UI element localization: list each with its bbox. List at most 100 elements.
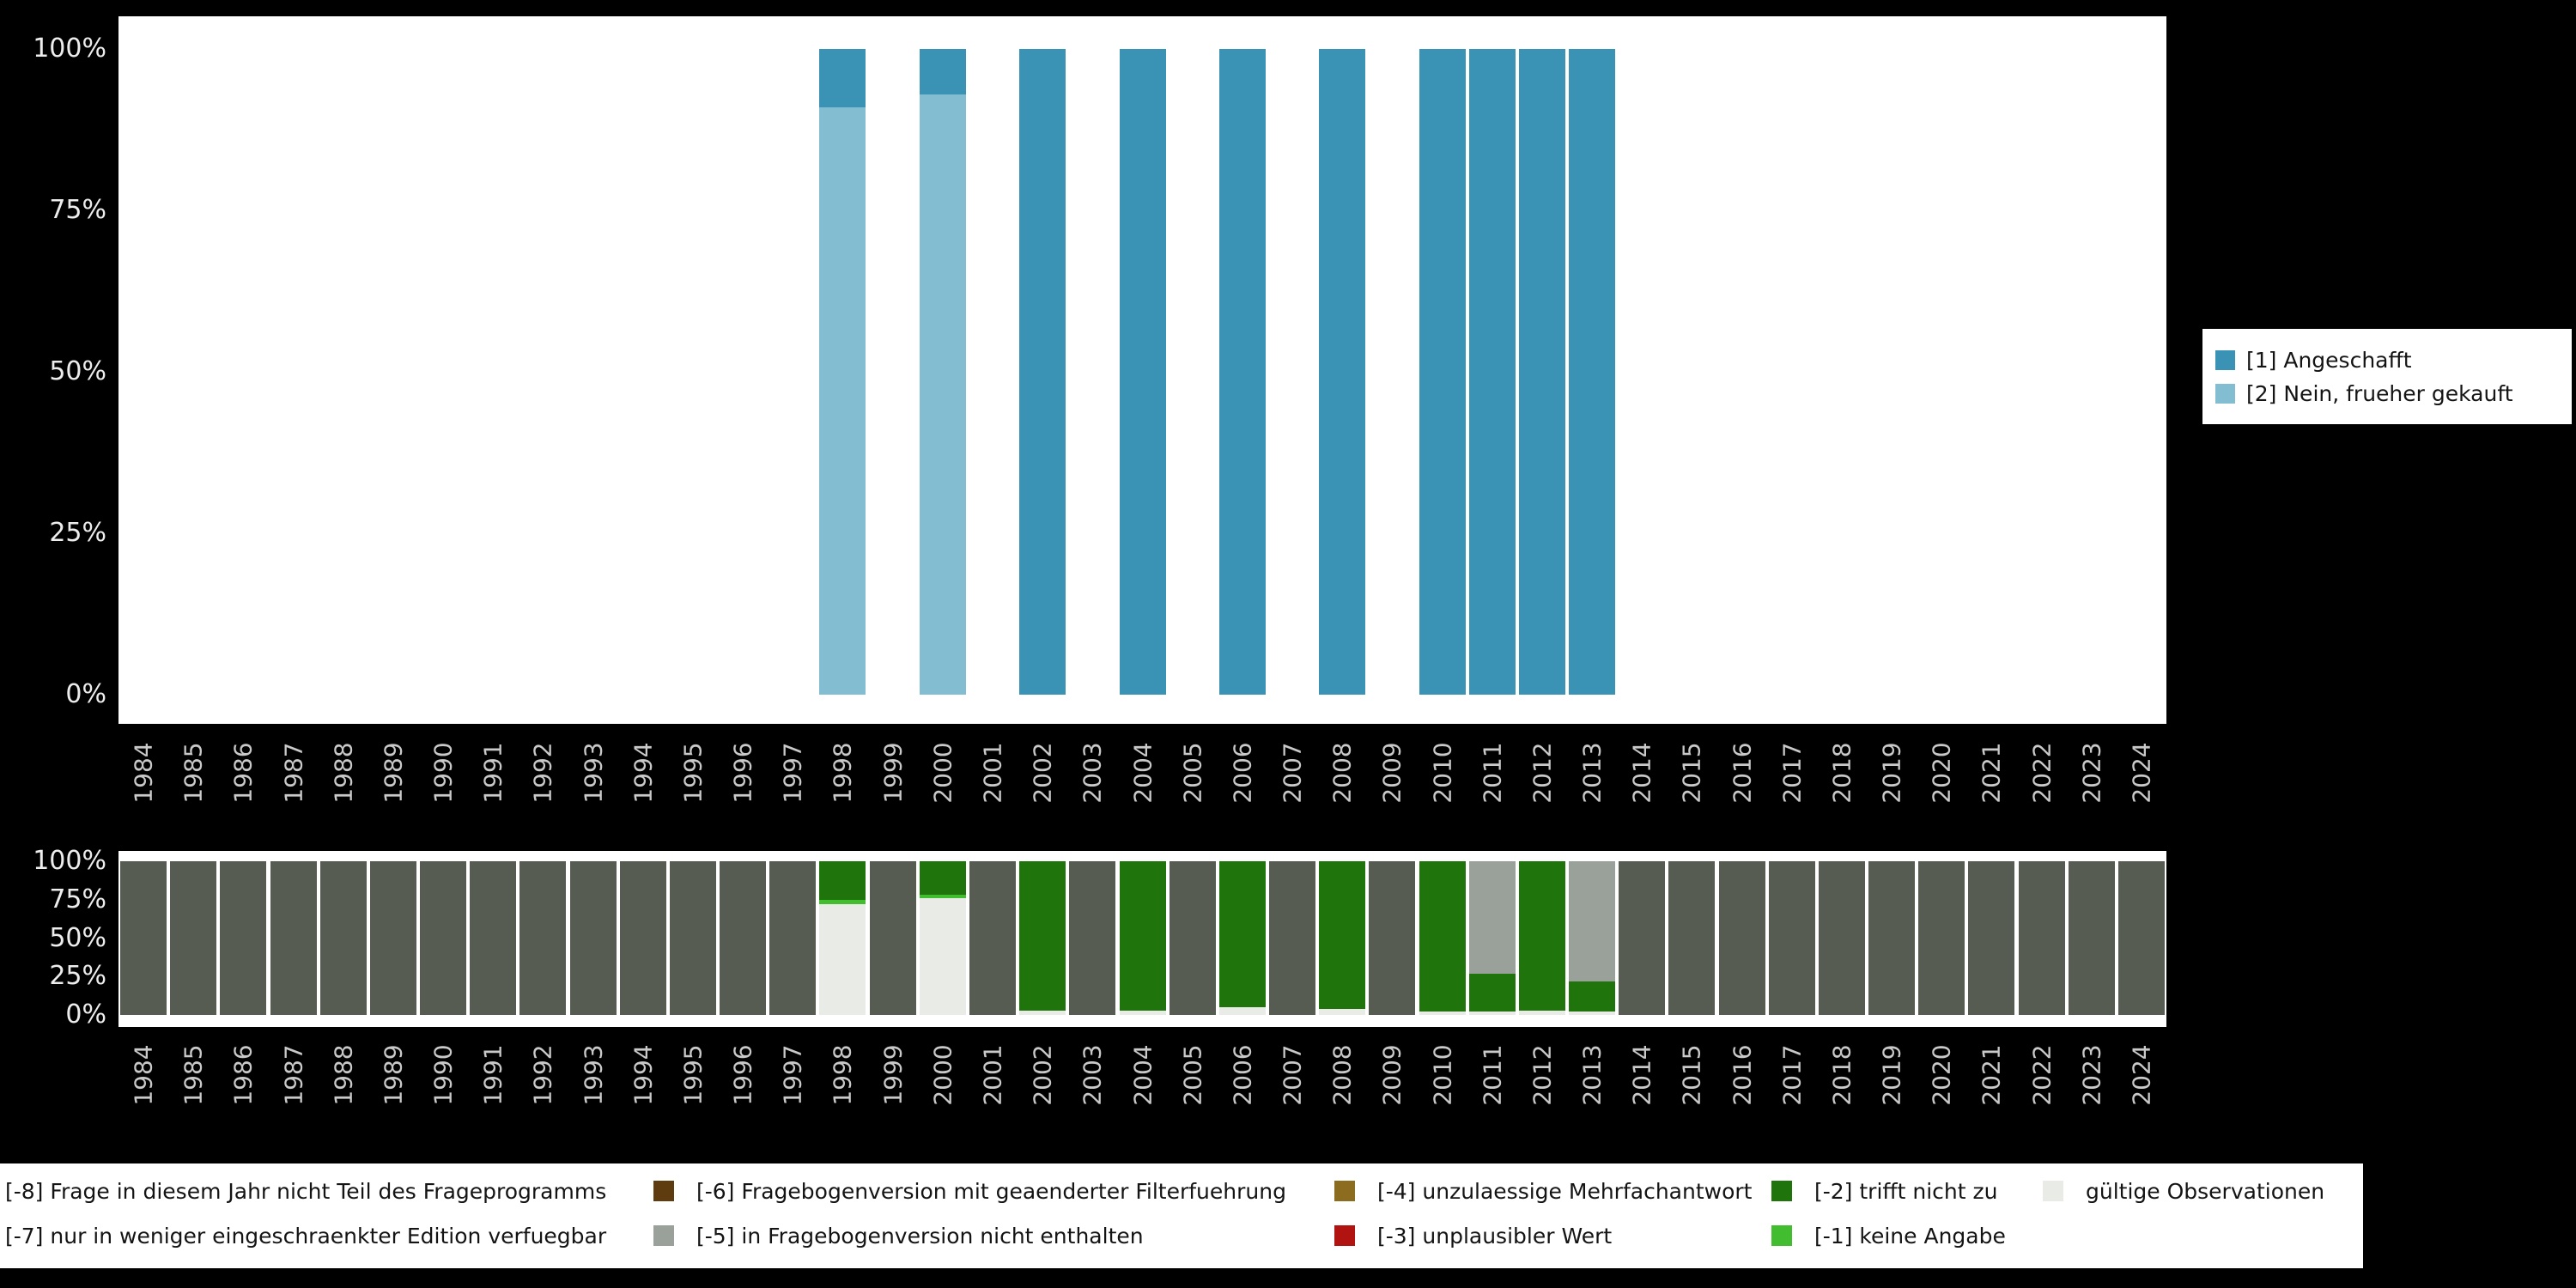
bar-segment-2016	[1718, 861, 1765, 1015]
bar-segment-1990	[420, 861, 467, 1015]
legend-item-minus8: [-8] Frage in diesem Jahr nicht Teil des…	[5, 1177, 606, 1205]
minus5-color-swatch	[653, 1225, 674, 1246]
bar-segment-2012	[1518, 49, 1565, 695]
x-axis-year-label: 2003	[1078, 1044, 1107, 1106]
x-axis-year-label: 2000	[928, 1044, 957, 1106]
bar-segment-2013	[1569, 1012, 1616, 1015]
bar-segment-1998	[819, 904, 866, 1015]
bar-segment-2024	[2117, 861, 2165, 1015]
bar-segment-2006	[1218, 49, 1266, 695]
x-axis-year-label: 2021	[1977, 1044, 2006, 1106]
x-axis-year-label: 2001	[978, 1044, 1007, 1106]
legend-item-label: [-2] trifft nicht zu	[1814, 1178, 1998, 1204]
x-axis-year-label: 2008	[1327, 1044, 1357, 1106]
minus3-color-swatch	[1334, 1225, 1355, 1246]
bar-segment-1998	[819, 861, 866, 900]
y-axis-tick-label: 100%	[33, 33, 106, 64]
bar-segment-1994	[619, 861, 666, 1015]
bar-segment-2012	[1518, 861, 1565, 1011]
x-axis-year-label: 1997	[778, 1044, 807, 1106]
y-axis-tick-label: 25%	[49, 518, 106, 548]
bar-segment-1998	[819, 106, 866, 695]
bar-segment-1985	[170, 861, 217, 1015]
legend-item-nein-frueher-gekauft: [2] Nein, frueher gekauft	[2215, 381, 2559, 406]
bar-segment-1993	[569, 861, 617, 1015]
x-axis-year-label: 2020	[1927, 742, 1956, 804]
bar-segment-2010	[1419, 49, 1466, 695]
bar-segment-2005	[1169, 861, 1216, 1015]
bar-segment-2008	[1319, 861, 1366, 1009]
bar-segment-2002	[1019, 861, 1066, 1011]
x-axis-year-label: 2002	[1028, 1044, 1057, 1106]
legend-item-label: [-5] in Fragebogenversion nicht enthalte…	[696, 1223, 1144, 1249]
legend-item-label: [-4] unzulaessige Mehrfachantwort	[1377, 1178, 1753, 1204]
legend-item-minus6: [-6] Fragebogenversion mit geaenderter F…	[653, 1177, 1286, 1205]
bar-segment-2011	[1468, 973, 1516, 1012]
legend-item-angeschafft: [1] Angeschafft	[2215, 348, 2559, 373]
x-axis-year-label: 2004	[1128, 1044, 1157, 1106]
legend-item-label: [-3] unplausibler Wert	[1377, 1223, 1613, 1249]
x-axis-year-label: 1995	[678, 742, 708, 804]
legend-item-minus3: [-3] unplausibler Wert	[1334, 1222, 1612, 1249]
bar-segment-1995	[669, 861, 716, 1015]
bar-segment-2006	[1218, 1007, 1266, 1015]
bar-segment-2003	[1069, 861, 1116, 1015]
bar-segment-2010	[1419, 861, 1466, 1012]
bar-segment-1989	[369, 861, 416, 1015]
x-axis-year-label: 1998	[828, 1044, 857, 1106]
x-axis-year-label: 1988	[329, 1044, 358, 1106]
bar-segment-2019	[1868, 861, 1916, 1015]
x-axis-year-label: 1993	[579, 742, 608, 804]
bar-segment-2000	[919, 94, 966, 695]
legend-item-minus1: [-1] keine Angabe	[1771, 1222, 2006, 1249]
x-axis-year-label: 2023	[2077, 742, 2106, 804]
x-axis-year-label: 1985	[179, 1044, 208, 1106]
x-axis-year-label: 2010	[1428, 742, 1457, 804]
bar-segment-2000	[919, 897, 966, 1015]
x-axis-year-label: 2024	[2127, 1044, 2156, 1106]
angeschafft-color-swatch	[2215, 349, 2235, 370]
x-axis-year-label: 2004	[1128, 742, 1157, 804]
x-axis-year-label: 2012	[1528, 1044, 1557, 1106]
bar-segment-1987	[270, 861, 317, 1015]
y-axis-tick-label: 0%	[65, 679, 106, 709]
x-axis-year-label: 1999	[878, 742, 908, 804]
x-axis-year-label: 1996	[728, 1044, 757, 1106]
x-axis-year-label: 2014	[1627, 1044, 1656, 1106]
x-axis-year-label: 2009	[1377, 742, 1406, 804]
x-axis-year-label: 2022	[2027, 1044, 2057, 1106]
x-axis-year-label: 1998	[828, 742, 857, 804]
x-axis-year-label: 2024	[2127, 742, 2156, 804]
x-axis-year-label: 2007	[1278, 742, 1307, 804]
bar-segment-2015	[1668, 861, 1716, 1015]
bar-segment-2011	[1468, 1012, 1516, 1015]
legend-item-label: [2] Nein, frueher gekauft	[2246, 380, 2513, 406]
x-axis-year-label: 2010	[1428, 1044, 1457, 1106]
x-axis-year-label: 2017	[1777, 742, 1807, 804]
bar-segment-2004	[1119, 1010, 1166, 1015]
bar-segment-2001	[969, 861, 1016, 1015]
bar-segment-2008	[1319, 49, 1366, 695]
legend-item-minus5: [-5] in Fragebogenversion nicht enthalte…	[653, 1222, 1144, 1249]
x-axis-year-label: 2002	[1028, 742, 1057, 804]
x-axis-year-label: 1990	[428, 1044, 458, 1106]
x-axis-year-label: 1989	[379, 742, 408, 804]
legend-item-minus7: [-7] nur in weniger eingeschraenkter Edi…	[5, 1222, 606, 1249]
x-axis-year-label: 2021	[1977, 742, 2006, 804]
x-axis-year-label: 1989	[379, 1044, 408, 1106]
x-axis-year-label: 1986	[228, 742, 258, 804]
bar-segment-1988	[319, 861, 367, 1015]
minus6-color-swatch	[653, 1181, 674, 1201]
bar-segment-2014	[1619, 861, 1666, 1015]
x-axis-year-label: 2011	[1478, 742, 1507, 804]
x-axis-year-label: 2018	[1827, 1044, 1856, 1106]
missing-codes-legend: [-8] Frage in diesem Jahr nicht Teil des…	[0, 1163, 2363, 1268]
bar-segment-1986	[220, 861, 267, 1015]
bar-segment-2006	[1218, 861, 1266, 1008]
x-axis-year-label: 2020	[1927, 1044, 1956, 1106]
x-axis-year-label: 1994	[629, 742, 658, 804]
bar-segment-2011	[1468, 861, 1516, 974]
bar-segment-2000	[919, 49, 966, 94]
bar-segment-2020	[1918, 861, 1965, 1015]
bar-segment-2000	[919, 861, 966, 896]
